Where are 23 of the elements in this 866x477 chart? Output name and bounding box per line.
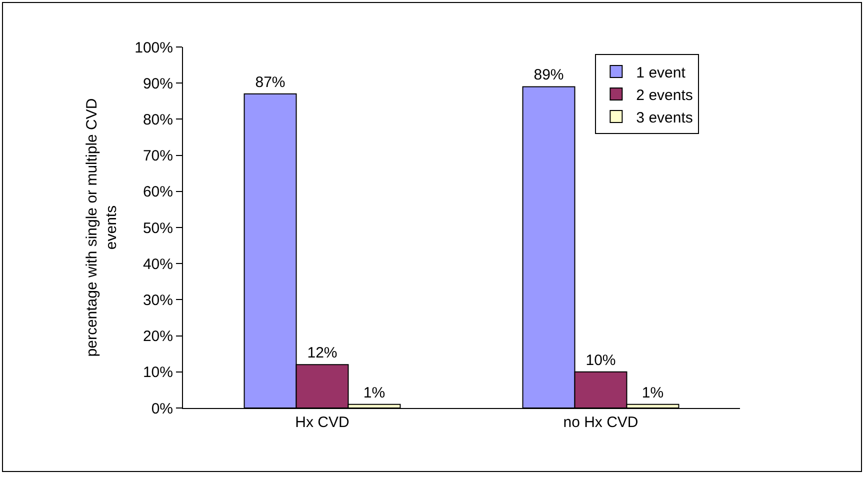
y-tick-label: 40% [142,256,173,273]
y-tick-label: 100% [134,39,173,56]
legend-label: 3 events [636,109,693,126]
y-tick-label: 90% [142,75,173,92]
x-tick-label: Hx CVD [295,414,350,431]
data-label: 12% [307,344,338,362]
legend-label: 2 events [636,86,693,104]
legend-label: 1 event [636,64,686,82]
y-tick-label: 60% [142,184,173,201]
y-tick-label: 30% [142,292,173,309]
data-label: 87% [255,74,286,91]
data-label: 1% [642,384,664,402]
data-label: 89% [534,66,564,84]
y-tick-label: 80% [142,111,173,128]
y-tick-label: 50% [142,220,173,237]
y-tick-label: 0% [151,400,173,418]
y-tick-label: 20% [142,328,173,346]
x-tick-label: no Hx CVD [563,414,638,431]
y-tick-label: 70% [142,148,173,165]
y-axis-title: percentage with single or multiple CVD events [83,98,120,357]
y-tick-label: 10% [142,364,173,382]
data-label: 1% [363,384,386,402]
data-label: 10% [586,352,616,369]
